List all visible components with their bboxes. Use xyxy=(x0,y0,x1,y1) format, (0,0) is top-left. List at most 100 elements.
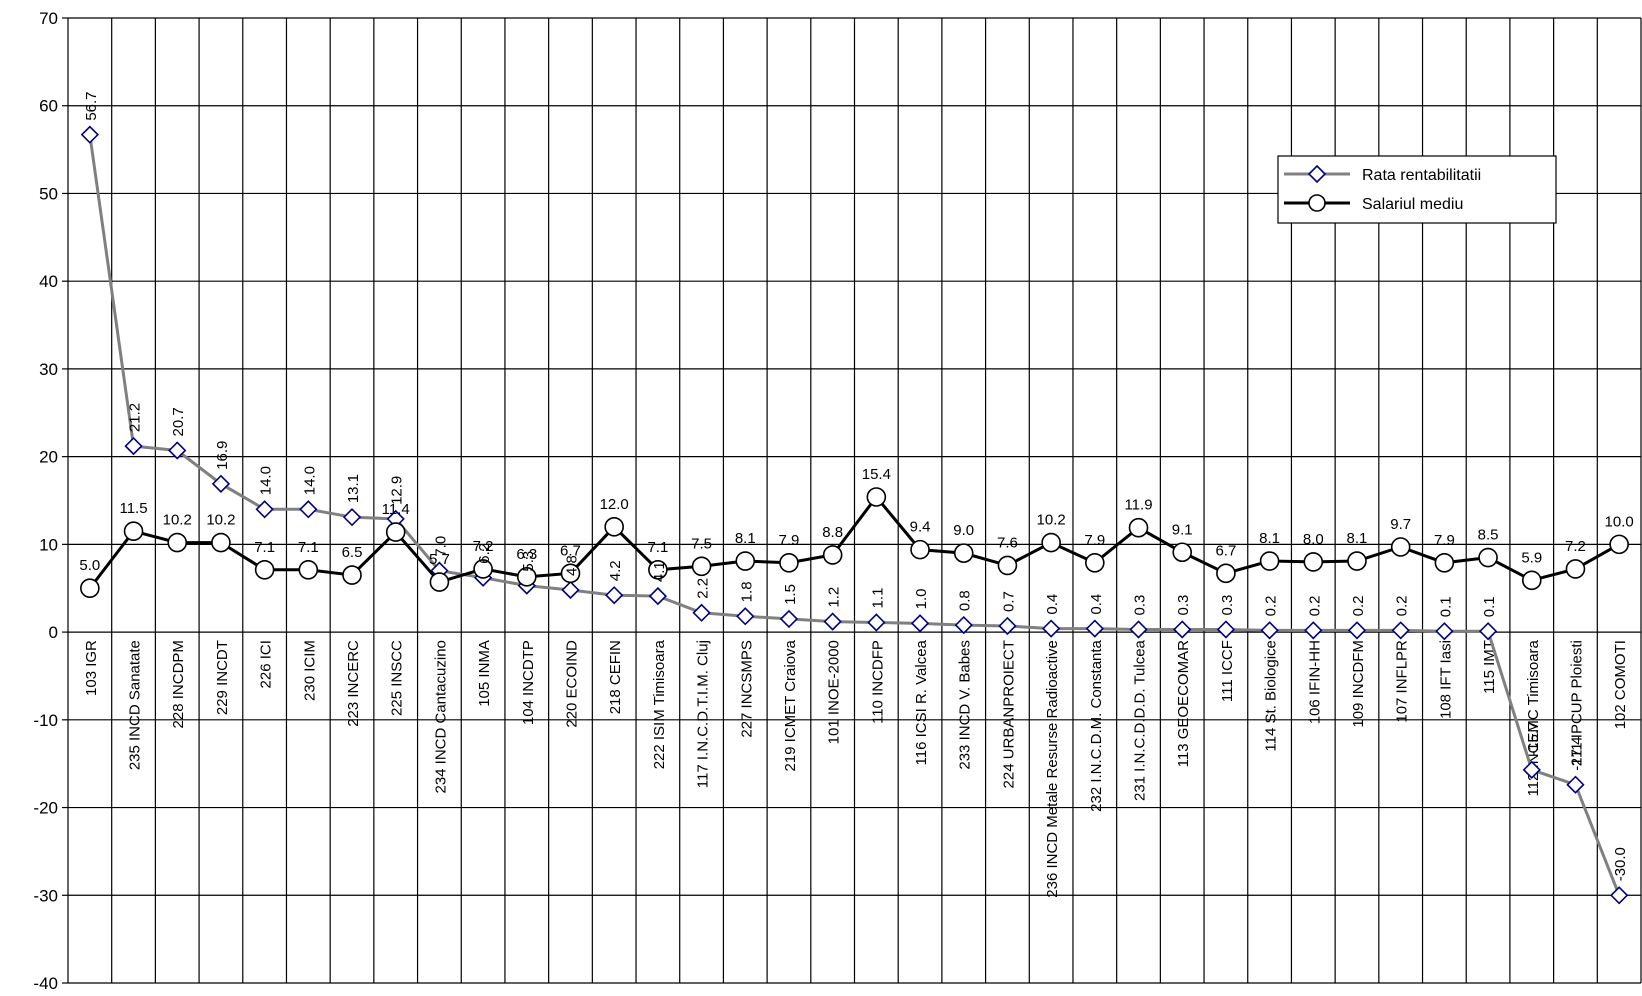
salary-data-label: 11.4 xyxy=(382,501,410,518)
salary-point xyxy=(298,560,319,580)
category-label: 110 INCDFP xyxy=(869,640,886,724)
category-label: 116 ICSI R. Valcea xyxy=(913,639,930,765)
salary-point xyxy=(342,565,362,585)
salary-data-label: 10.2 xyxy=(163,512,192,529)
rate-data-label: 0.2 xyxy=(1263,595,1280,616)
rate-point xyxy=(168,441,187,460)
salary-data-label: 8.8 xyxy=(822,524,843,541)
y-axis: 70 60 50 40 30 20 10 0 -10 -20 -30 -40 xyxy=(33,9,68,993)
rate-data-label: 0.1 xyxy=(1481,596,1498,617)
category-label: 115 IMT xyxy=(1481,640,1498,694)
rate-data-label: 20.7 xyxy=(170,407,187,436)
category-label: 228 INCDPM xyxy=(170,640,187,728)
category-label: 107 INFLPR xyxy=(1394,640,1411,723)
rate-point xyxy=(1391,621,1410,640)
salary-point xyxy=(123,521,144,542)
rate-point xyxy=(779,609,799,629)
salary-point xyxy=(1434,552,1455,573)
category-label: 222 ISIM Timisoara xyxy=(651,639,668,769)
rate-data-label: 0.3 xyxy=(1132,595,1149,616)
salary-point xyxy=(1216,563,1236,584)
category-label: 226 ICI xyxy=(258,640,275,688)
salary-point xyxy=(604,517,624,537)
rate-data-label: 0.2 xyxy=(1350,595,1367,616)
salary-data-label: 9.7 xyxy=(1390,516,1411,533)
salary-point xyxy=(735,551,756,571)
category-label: 224 URBANPROIECT xyxy=(1000,640,1017,788)
rate-data-label: 4.8 xyxy=(563,555,580,576)
rate-point xyxy=(1260,621,1279,640)
salary-data-label: 7.1 xyxy=(254,539,275,556)
rate-point xyxy=(342,508,362,527)
salary-data-label: 6.3 xyxy=(516,546,537,563)
legend-label-salary: Salariul mediu xyxy=(1362,196,1463,213)
salary-data-label: 15.4 xyxy=(862,466,891,483)
salary-data-label: 6.7 xyxy=(1215,542,1236,559)
rate-point xyxy=(867,613,886,632)
salary-data-label: 8.1 xyxy=(1259,530,1280,547)
rate-point xyxy=(1085,619,1104,638)
salary-point xyxy=(1565,559,1586,579)
legend-marker-rate xyxy=(1307,164,1327,184)
rate-data-label: 13.1 xyxy=(345,474,362,503)
rate-data-label: 1.0 xyxy=(913,588,930,609)
rate-point xyxy=(1041,619,1061,638)
salary-data-label: 9.4 xyxy=(910,519,931,536)
salary-point xyxy=(560,563,581,584)
legend-marker-salary xyxy=(1308,194,1326,212)
rate-point xyxy=(1304,621,1323,640)
rate-point xyxy=(124,436,143,456)
salary-point xyxy=(473,559,493,579)
salary-data-label: 10.0 xyxy=(1605,513,1634,530)
y-tick-label: -10 xyxy=(33,711,58,730)
rate-point xyxy=(255,500,274,519)
salary-data-label: 11.5 xyxy=(119,500,147,517)
salary-point xyxy=(822,545,843,565)
rate-point xyxy=(998,616,1017,636)
salary-point xyxy=(1041,532,1061,553)
salary-data-label: 8.0 xyxy=(1303,531,1324,548)
rate-data-label: 1.2 xyxy=(826,587,843,608)
rate-data-label: 0.7 xyxy=(1000,591,1017,612)
salary-data-label: 8.5 xyxy=(1478,527,1499,544)
salary-point xyxy=(80,578,100,599)
category-label: 113 GEOECOMAR xyxy=(1175,640,1192,767)
rate-data-label: 5.3 xyxy=(520,551,537,572)
salary-data-label: 5.9 xyxy=(1521,549,1542,566)
salary-data-label: 7.5 xyxy=(691,535,712,552)
salary-data-label: 8.1 xyxy=(735,530,756,547)
category-label: 229 INCDT xyxy=(214,640,231,715)
y-tick-label: 50 xyxy=(39,184,58,203)
rate-data-label: 4.2 xyxy=(607,560,624,581)
category-label: 114 St. Biologice xyxy=(1263,640,1280,751)
legend: Rata rentabilitatii Salariul mediu xyxy=(1277,155,1557,224)
salary-data-label: 8.1 xyxy=(1347,530,1368,547)
salary-data-label: 6.7 xyxy=(560,542,581,559)
salary-data-label: 7.9 xyxy=(1084,532,1105,549)
rate-point xyxy=(211,474,231,493)
rate-data-label: 0.3 xyxy=(1175,595,1192,616)
rate-point xyxy=(910,614,930,633)
rate-data-label: 2.2 xyxy=(695,578,712,599)
rate-data-label: -15.7 xyxy=(1525,722,1542,756)
salary-point xyxy=(1259,551,1280,571)
salary-point xyxy=(1128,517,1149,538)
salary-data-label: 7.2 xyxy=(473,538,494,555)
salary-data-label: 7.6 xyxy=(997,534,1018,551)
category-label: 231 I.N.C.D.D.D. Tulcea xyxy=(1132,639,1149,801)
y-tick-label: -20 xyxy=(33,799,58,818)
salary-data-label: 7.1 xyxy=(298,539,319,556)
rate-data-label: 0.2 xyxy=(1394,595,1411,616)
category-label: 232 I.N.C.D.M. Constanta xyxy=(1088,639,1105,811)
salary-data-label: 10.2 xyxy=(206,512,235,529)
category-label: 235 INCD Sanatate xyxy=(127,640,144,770)
series-group: 56.7 21.2 20.7 16.9 14.0 14.0 13.1 12.9 7.0 6.2 5.… xyxy=(79,91,1634,905)
category-label: 227 INCSMPS xyxy=(738,640,755,738)
salary-point xyxy=(1521,570,1542,591)
rate-point xyxy=(1347,621,1367,640)
rate-data-label: 0.4 xyxy=(1088,594,1105,615)
y-tick-label: 0 xyxy=(49,623,58,642)
salary-data-label: 12.0 xyxy=(600,496,629,513)
rate-data-label: 6.2 xyxy=(476,543,493,564)
